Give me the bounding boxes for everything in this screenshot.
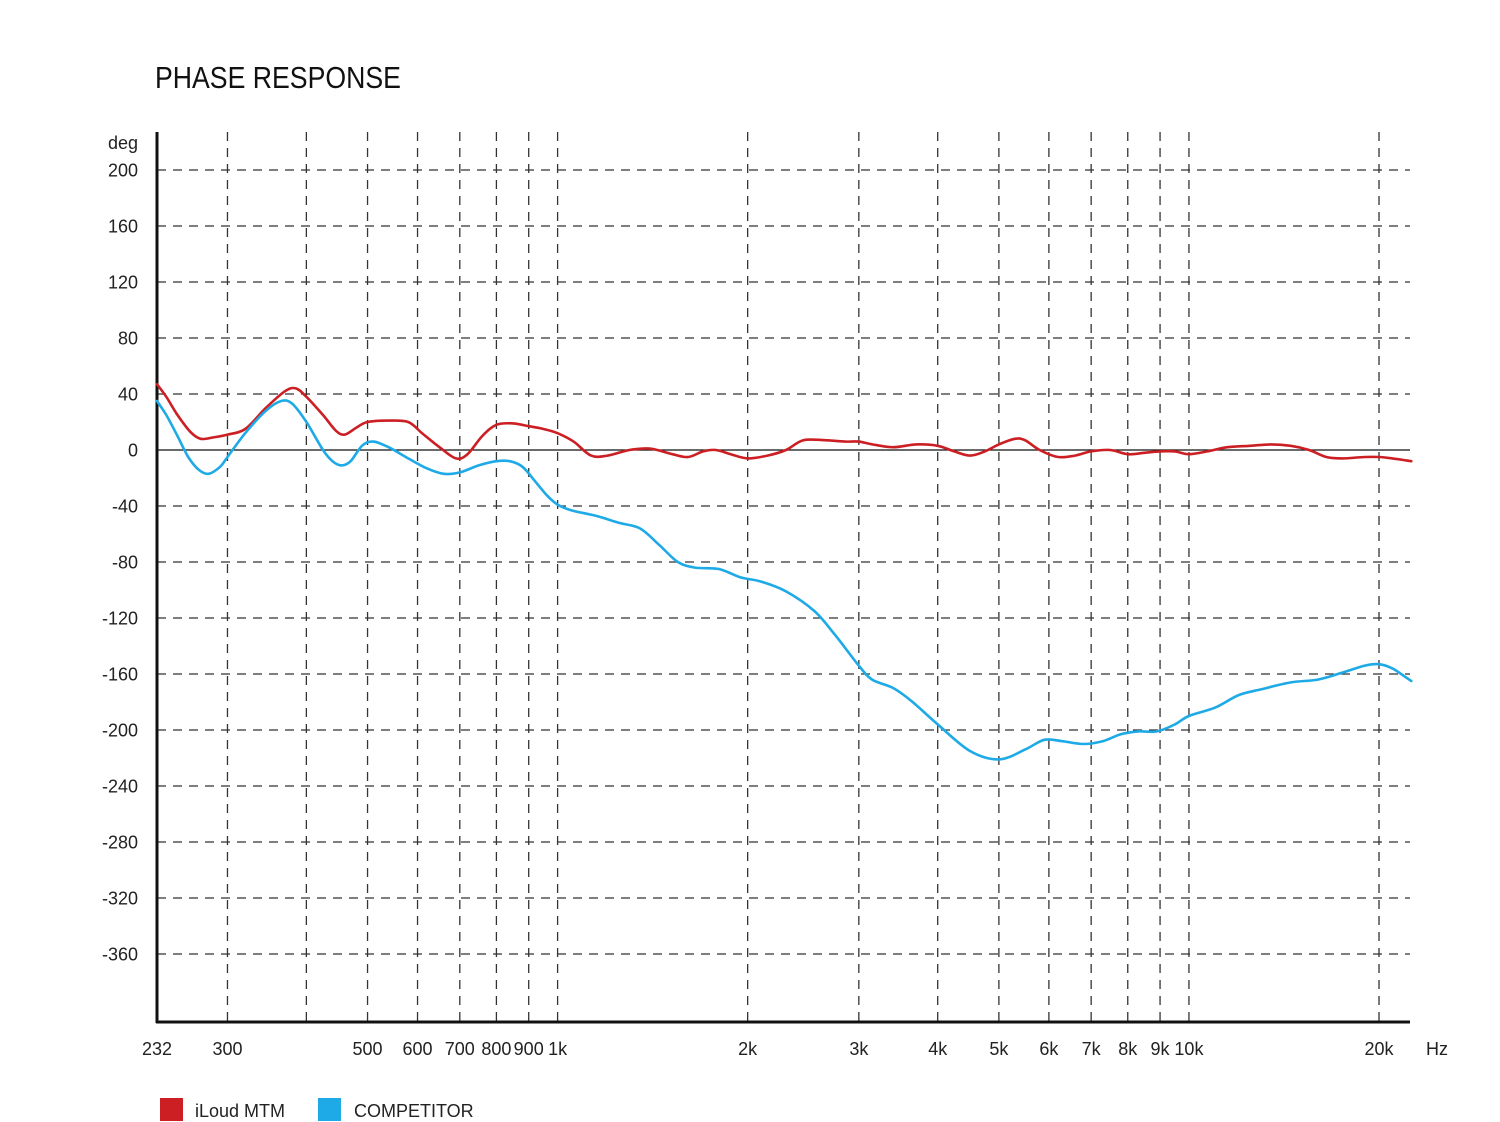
x-tick-label: 1k [548, 1039, 568, 1059]
legend-item-competitor: COMPETITOR [318, 1098, 474, 1121]
y-tick-label: -240 [102, 777, 138, 797]
x-tick-label: 20k [1364, 1039, 1394, 1059]
x-tick-label: 9k [1151, 1039, 1171, 1059]
legend: iLoud MTM COMPETITOR [160, 1098, 474, 1121]
x-tick-label: 7k [1082, 1039, 1102, 1059]
series-line-iloud-mtm [155, 382, 1413, 463]
y-tick-label: -200 [102, 721, 138, 741]
x-tick-label: 300 [212, 1039, 242, 1059]
x-tick-label: 2k [738, 1039, 758, 1059]
series [155, 382, 1413, 761]
x-tick-label: 700 [445, 1039, 475, 1059]
x-tick-label: 3k [849, 1039, 869, 1059]
grid [157, 132, 1410, 1022]
legend-swatch-competitor [318, 1098, 341, 1121]
y-axis-label: deg [108, 133, 138, 153]
legend-swatch-iloud-mtm [160, 1098, 183, 1121]
y-tick-label: 40 [118, 385, 138, 405]
y-tick-label: -80 [112, 553, 138, 573]
y-tick-labels: 200 160 120 80 40 0 -40 -80 -120 -160 -200 -240 -280… [102, 161, 138, 965]
y-tick-label: -280 [102, 833, 138, 853]
x-tick-label: 4k [928, 1039, 948, 1059]
y-tick-label: 200 [108, 161, 138, 181]
y-tick-label: 80 [118, 329, 138, 349]
x-tick-label: 232 [142, 1039, 172, 1059]
y-tick-label: -40 [112, 497, 138, 517]
x-axis-label: Hz [1426, 1039, 1448, 1059]
legend-label-competitor: COMPETITOR [354, 1101, 474, 1121]
axes [155, 132, 1410, 1024]
y-tick-label: -320 [102, 889, 138, 909]
y-tick-label: -160 [102, 665, 138, 685]
x-tick-label: 8k [1118, 1039, 1138, 1059]
x-tick-label: 900 [514, 1039, 544, 1059]
x-tick-labels: 232 300 500 600 700 800 900 1k 2k 3k 4k 5k 6k 7k 8k 9k 1… [142, 1039, 1395, 1059]
y-tick-label: 0 [128, 441, 138, 461]
legend-label-iloud-mtm: iLoud MTM [195, 1101, 285, 1121]
y-tick-label: -120 [102, 609, 138, 629]
x-tick-label: 6k [1039, 1039, 1059, 1059]
x-tick-label: 500 [353, 1039, 383, 1059]
x-tick-label: 600 [403, 1039, 433, 1059]
x-tick-label: 10k [1174, 1039, 1204, 1059]
y-tick-label: 160 [108, 217, 138, 237]
series-line-competitor [155, 399, 1413, 761]
x-tick-label: 5k [989, 1039, 1009, 1059]
chart-title: PHASE RESPONSE [155, 61, 401, 95]
y-tick-label: -360 [102, 945, 138, 965]
x-tick-label: 800 [481, 1039, 511, 1059]
legend-item-iloud-mtm: iLoud MTM [160, 1098, 285, 1121]
y-tick-label: 120 [108, 273, 138, 293]
